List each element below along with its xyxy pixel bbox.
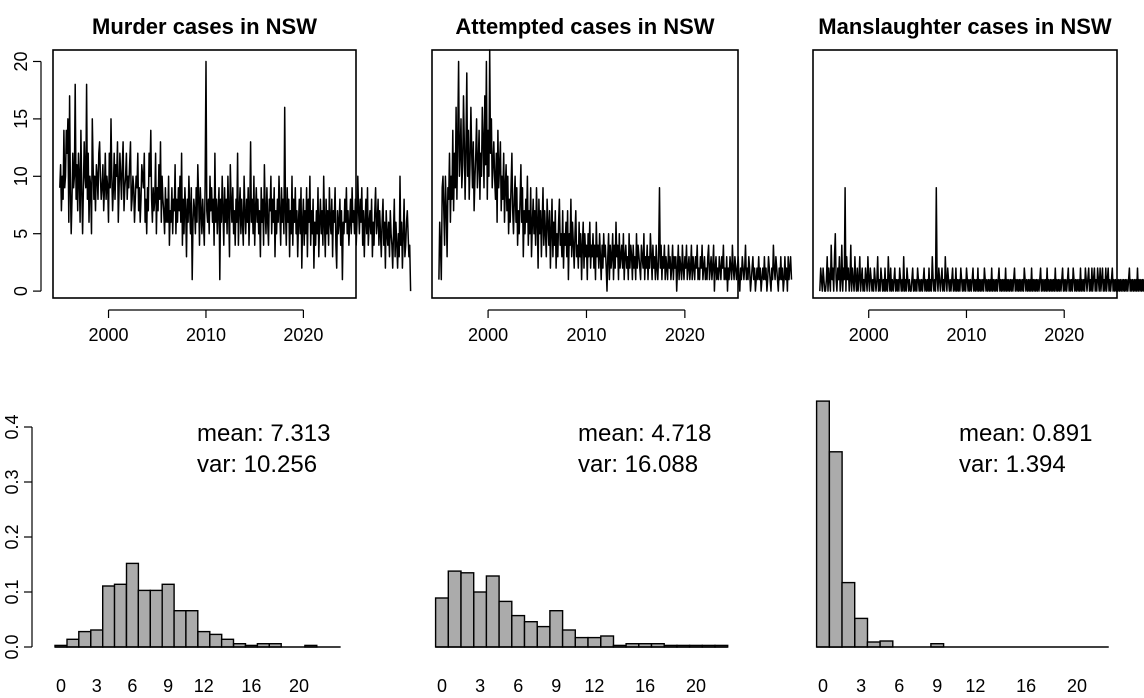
x-tick-label: 2000: [89, 325, 129, 345]
x-tick-label: 0: [818, 676, 828, 696]
hist-bar: [460, 572, 475, 648]
line-panel-attempted: Attempted cases in NSW 2000 2010 2020: [431, 14, 793, 345]
hist-bar: [536, 625, 551, 648]
hist-bar: [587, 636, 602, 648]
x-tick-label: 2020: [665, 325, 705, 345]
y-tick-label: 20: [11, 51, 31, 71]
hist-bar: [137, 589, 151, 648]
hist-bar: [66, 638, 80, 648]
x-tick-label: 2010: [946, 325, 986, 345]
hist-bar: [879, 640, 894, 648]
hist-bar: [161, 583, 175, 648]
hist-bar: [854, 617, 869, 648]
series-line: [819, 187, 1144, 292]
var-annotation: var: 10.256: [197, 451, 317, 478]
series-line: [59, 60, 412, 292]
x-tick-label: 0: [437, 676, 447, 696]
x-tick-label: 16: [241, 676, 261, 696]
hist-bar: [574, 636, 589, 648]
x-tick-label: 16: [1016, 676, 1036, 696]
hist-bar: [549, 610, 564, 648]
hist-bar: [209, 633, 223, 648]
x-tick-label: 12: [194, 676, 214, 696]
x-tick-label: 20: [289, 676, 309, 696]
hist-bar: [511, 614, 526, 648]
x-tick-label: 6: [513, 676, 523, 696]
x-tick-label: 2010: [566, 325, 606, 345]
y-tick-label: 0.3: [2, 469, 22, 494]
hist-bar: [600, 635, 615, 648]
hist-bar: [173, 610, 187, 648]
x-tick-label: 20: [1067, 676, 1087, 696]
y-tick-label: 10: [11, 166, 31, 186]
hist-bar: [220, 638, 235, 648]
plot-frame: [52, 49, 357, 299]
x-tick-label: 9: [932, 676, 942, 696]
hist-bar: [561, 629, 576, 648]
mean-annotation: mean: 0.891: [959, 420, 1092, 447]
x-tick-label: 2000: [468, 325, 508, 345]
panel-title: Murder cases in NSW: [92, 14, 317, 39]
hist-bar: [125, 562, 140, 648]
hist-bar: [473, 591, 488, 648]
var-annotation: var: 16.088: [578, 451, 698, 478]
x-tick-label: 16: [635, 676, 655, 696]
hist-panel-0: 0 3 6 9 12 16 20 0.0 0.1 0.2 0.3 0.4 mean: 7.313 var:…: [2, 414, 341, 696]
hist-panel-2: 0 3 6 9 12 16 20 mean: 0.891 var: 1.394: [815, 400, 1109, 696]
hist-bar: [815, 400, 830, 648]
x-tick-label: 6: [894, 676, 904, 696]
mean-annotation: mean: 7.313: [197, 420, 330, 447]
y-tick-label: 0.1: [2, 579, 22, 604]
x-tick-label: 0: [56, 676, 66, 696]
x-tick-label: 20: [686, 676, 706, 696]
x-tick-label: 3: [92, 676, 102, 696]
x-tick-label: 9: [551, 676, 561, 696]
hist-bar: [149, 589, 163, 648]
hist-bar: [78, 630, 92, 648]
y-tick-label: 0.2: [2, 524, 22, 549]
hist-bar: [101, 585, 116, 648]
var-annotation: var: 1.394: [959, 451, 1066, 478]
hist-bar: [185, 610, 199, 648]
x-tick-label: 3: [475, 676, 485, 696]
plot-frame: [812, 49, 1118, 299]
x-tick-label: 12: [965, 676, 985, 696]
plot-frame: [431, 49, 739, 299]
hist-bar: [828, 451, 843, 648]
panel-title: Manslaughter cases in NSW: [818, 14, 1112, 39]
x-tick-label: 2000: [849, 325, 889, 345]
x-tick-label: 12: [584, 676, 604, 696]
y-tick-label: 5: [11, 229, 31, 239]
hist-bar: [523, 621, 538, 648]
line-panel-murder: Murder cases in NSW 2000 2010 2020 0 5 10 15 20: [11, 14, 412, 345]
panel-title: Attempted cases in NSW: [455, 14, 714, 39]
y-tick-label: 15: [11, 109, 31, 129]
hist-bar: [498, 600, 513, 648]
y-tick-label: 0: [11, 286, 31, 296]
y-tick-label: 0.0: [2, 634, 22, 659]
x-tick-label: 9: [163, 676, 173, 696]
hist-bar: [113, 583, 128, 648]
x-tick-label: 6: [127, 676, 137, 696]
y-tick-label: 0.4: [2, 414, 22, 439]
hist-bar: [90, 629, 104, 648]
x-tick-label: 2010: [186, 325, 226, 345]
hist-bar: [485, 575, 500, 648]
hist-bar: [434, 597, 450, 648]
hist-bar: [866, 641, 881, 648]
x-tick-label: 3: [856, 676, 866, 696]
hist-bar: [447, 570, 462, 648]
hist-bar: [841, 581, 856, 648]
series-line: [438, 49, 793, 292]
x-tick-label: 2020: [283, 325, 323, 345]
hist-panel-1: 0 3 6 9 12 16 20 mean: 4.718 var: 16.088: [434, 420, 729, 696]
hist-bar: [197, 630, 211, 648]
line-panel-manslaughter: Manslaughter cases in NSW 2000 2010 2020: [812, 14, 1144, 345]
mean-annotation: mean: 4.718: [578, 420, 711, 447]
x-tick-label: 2020: [1044, 325, 1084, 345]
